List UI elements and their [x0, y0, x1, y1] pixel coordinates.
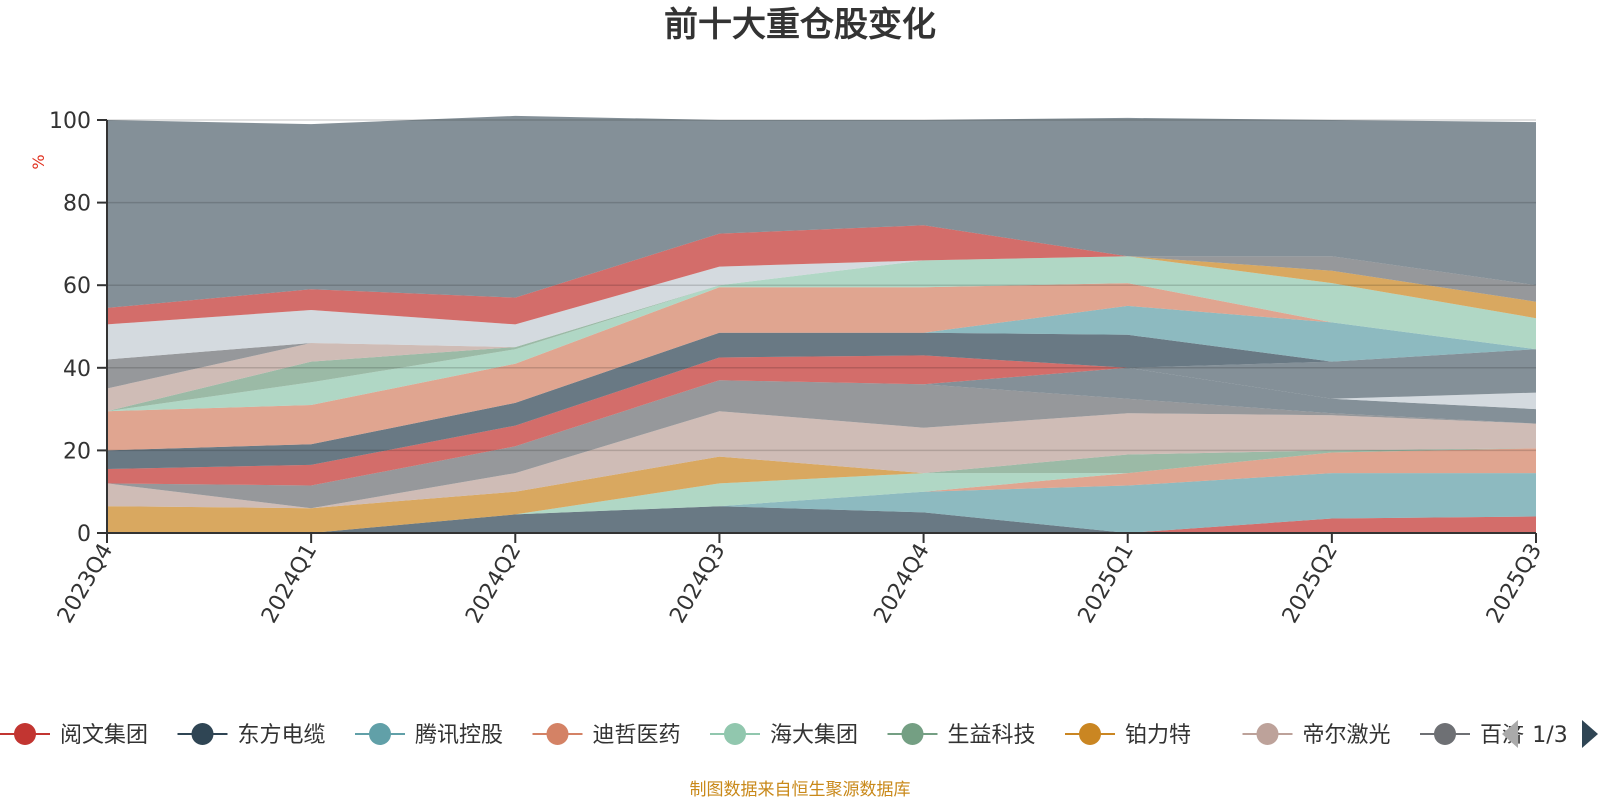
- area-series: [107, 367, 1536, 486]
- legend-item[interactable]: 生益科技: [887, 723, 1036, 748]
- area-series: [107, 516, 1536, 533]
- data-source-note: 制图数据来自恒生聚源数据库: [690, 780, 911, 800]
- area-series: [107, 380, 1536, 509]
- x-tick-label: 2025Q2: [1278, 540, 1343, 628]
- y-axis-unit: %: [29, 154, 48, 169]
- legend-marker: [546, 723, 569, 745]
- legend-pager: 1/3: [1502, 720, 1598, 748]
- area-series: [107, 349, 1536, 486]
- legend-label: 生益科技: [948, 723, 1036, 748]
- area-series: [107, 506, 1536, 533]
- area-series: [107, 332, 1536, 469]
- area-series: [107, 225, 1536, 325]
- legend-label: 腾讯控股: [415, 723, 503, 748]
- legend-item[interactable]: 东方电缆: [177, 723, 326, 748]
- y-tick-label: 40: [63, 357, 91, 382]
- area-series: [107, 448, 1536, 533]
- legend-item[interactable]: 阅文集团: [0, 723, 148, 748]
- area-series: [107, 256, 1536, 389]
- legend-marker: [1256, 723, 1279, 745]
- area-series: [107, 448, 1536, 533]
- x-tick-label: 2025Q3: [1482, 540, 1547, 628]
- area-series: [107, 349, 1536, 486]
- x-tick-label: 2025Q1: [1074, 540, 1139, 628]
- area-series: [107, 256, 1536, 360]
- y-tick-label: 0: [77, 522, 91, 547]
- legend-label: 铂力特: [1125, 723, 1191, 748]
- area-series: [107, 115, 1536, 308]
- x-tick-label: 2024Q3: [665, 540, 730, 628]
- x-tick-labels: 2023Q4 2024Q1 2024Q2 2024Q3 2024Q4 2025Q1 2025…: [53, 533, 1547, 628]
- x-tick-label: 2024Q4: [869, 540, 934, 628]
- area-series: [107, 448, 1536, 533]
- grid-lines: [107, 119, 1536, 452]
- legend-label: 迪哲医药: [593, 723, 681, 748]
- y-tick-label: 80: [63, 192, 91, 217]
- area-series: [107, 411, 1536, 509]
- legend-next-icon[interactable]: [1582, 720, 1598, 748]
- y-tick-label: 60: [63, 274, 91, 299]
- legend-marker: [14, 723, 36, 745]
- legend-marker: [191, 723, 214, 745]
- y-tick-label: 20: [63, 439, 91, 464]
- legend-marker: [1434, 723, 1456, 745]
- plot-areas: [107, 115, 1536, 533]
- area-series: [107, 473, 1536, 533]
- legend-marker: [724, 723, 746, 745]
- area-series: [107, 256, 1536, 412]
- legend-marker: [901, 723, 924, 745]
- legend-prev-icon[interactable]: [1502, 720, 1518, 748]
- legend-item[interactable]: 迪哲医药: [532, 723, 681, 748]
- legend-label: 阅文集团: [60, 723, 148, 748]
- legend-item[interactable]: 铂力特: [1065, 723, 1191, 748]
- legend-marker: [1079, 723, 1101, 745]
- legend-label: 东方电缆: [238, 723, 326, 748]
- y-tick-labels: 0 20 40 60 80 100: [49, 109, 107, 547]
- axes: [106, 120, 1536, 534]
- legend-page-indicator: 1/3: [1532, 723, 1567, 748]
- y-tick-label: 100: [49, 109, 91, 134]
- chart-title: 前十大重仓股变化: [664, 5, 936, 45]
- legend-label: 海大集团: [770, 723, 858, 748]
- area-series: [107, 283, 1536, 451]
- legend-label: 帝尔激光: [1303, 723, 1391, 748]
- legend-item[interactable]: 腾讯控股: [355, 723, 503, 748]
- x-tick-label: 2023Q4: [53, 540, 118, 628]
- legend-item[interactable]: 帝尔激光: [1242, 723, 1391, 748]
- x-tick-label: 2024Q2: [461, 540, 526, 628]
- x-tick-label: 2024Q1: [257, 540, 322, 628]
- legend-item[interactable]: 海大集团: [710, 723, 858, 748]
- legend-marker: [369, 723, 391, 745]
- legend: 阅文集团 东方电缆 腾讯控股 迪哲医药 海大集团 生益科技 铂力特 帝尔激光 百济: [0, 723, 1524, 748]
